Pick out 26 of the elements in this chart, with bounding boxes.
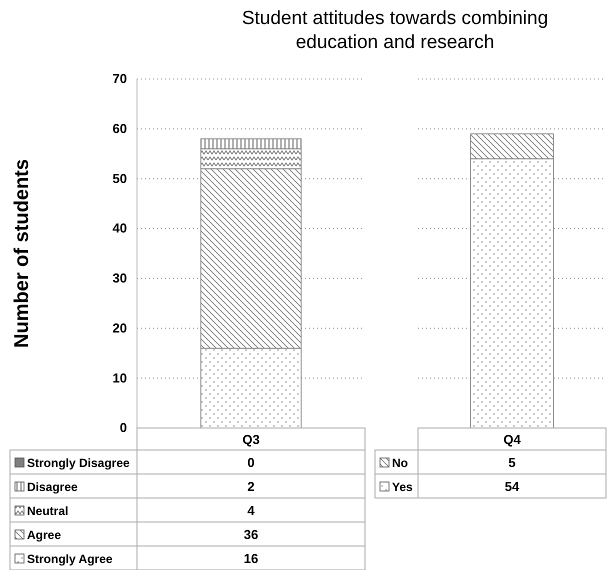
text: 4 — [247, 503, 256, 518]
x-tick-label: Q4 — [503, 432, 522, 447]
y-tick-label: 0 — [120, 420, 127, 436]
y-tick-label: 10 — [112, 370, 127, 386]
text: 2 — [247, 479, 255, 494]
text: 5 — [508, 455, 516, 470]
y-tick-label: 40 — [112, 220, 127, 236]
text: 36 — [244, 527, 258, 542]
legend-label: No — [392, 456, 408, 470]
y-tick-label: 60 — [112, 121, 127, 136]
legend-label: Strongly Agree — [27, 552, 113, 566]
y-tick-label: 30 — [112, 270, 127, 286]
y-axis-title: Number of students — [11, 159, 33, 348]
y-tick-label: 70 — [112, 71, 127, 86]
legend-label: Disagree — [27, 480, 78, 494]
x-tick-label: Q3 — [242, 432, 260, 447]
legend-label: Yes — [392, 480, 414, 494]
legend-label: Agree — [27, 528, 62, 542]
y-tick-label: 50 — [112, 170, 127, 186]
legend-label: Neutral — [27, 504, 68, 518]
text: 54 — [504, 479, 520, 494]
y-tick-label: 20 — [112, 320, 127, 336]
legend-label: Strongly Disagree — [27, 456, 130, 470]
text: Student attitudes towards combining education and research — [242, 8, 548, 53]
text: 0 — [247, 455, 255, 470]
text: 16 — [244, 551, 258, 566]
